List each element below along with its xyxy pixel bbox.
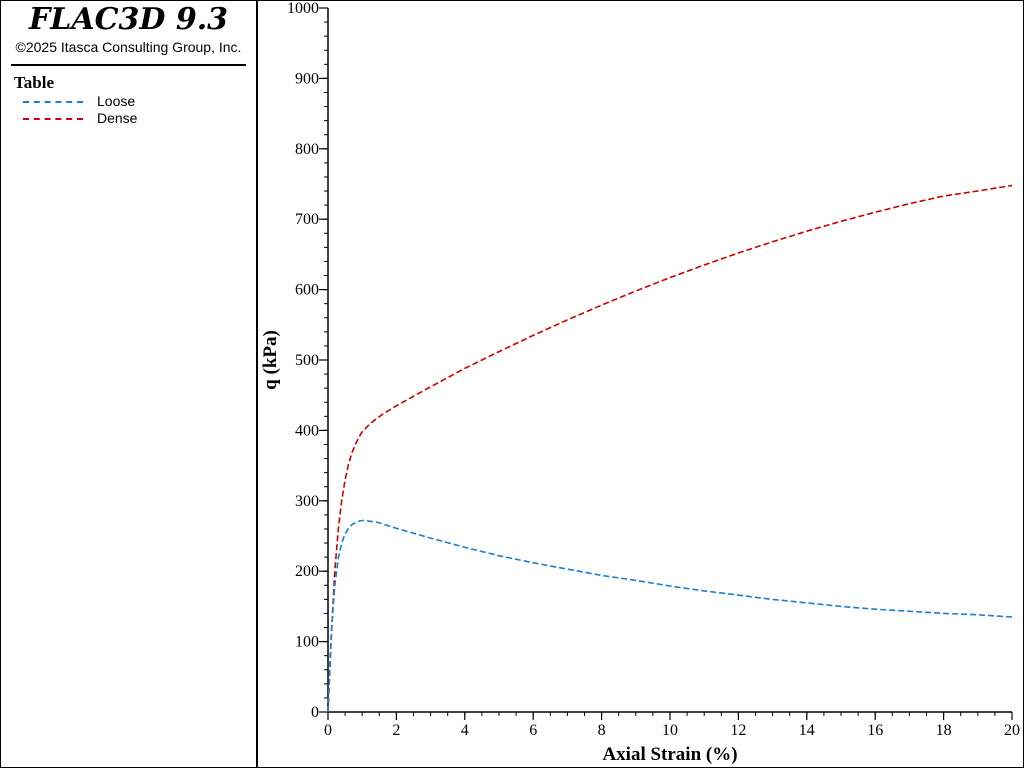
legend-label-dense: Dense [97, 110, 138, 126]
x-tick-label: 14 [799, 722, 815, 739]
x-tick-label: 20 [1004, 722, 1020, 739]
x-tick-label: 4 [461, 722, 469, 739]
legend-panel: FLAC3D 9.3 ©2025 Itasca Consulting Group… [1, 1, 258, 767]
x-axis-title: Axial Strain (%) [602, 744, 737, 765]
legend-item-loose: Loose [23, 93, 243, 110]
copyright-text: ©2025 Itasca Consulting Group, Inc. [15, 39, 242, 55]
y-tick-label: 0 [311, 704, 319, 721]
x-tick-label: 8 [598, 722, 606, 739]
axes: 0 100 200 300 400 500 600 700 800 900 1000 0 2 4 6 8 10 1… [287, 0, 1020, 739]
y-tick-label: 600 [295, 282, 319, 299]
y-axis-title: q (kPa) [260, 330, 281, 390]
legend-swatch-loose [23, 101, 83, 103]
x-tick-label: 18 [936, 722, 952, 739]
y-tick-label: 1000 [287, 0, 319, 17]
legend-label-loose: Loose [97, 93, 136, 109]
x-tick-label: 16 [867, 722, 883, 739]
app-title: FLAC3D 9.3 [28, 2, 229, 37]
x-tick-label: 2 [392, 722, 400, 739]
y-tick-label: 400 [295, 422, 319, 439]
y-tick-label: 500 [295, 352, 319, 369]
x-tick-label: 6 [529, 722, 537, 739]
y-tick-label: 200 [295, 563, 319, 580]
x-tick-label: 10 [662, 722, 678, 739]
series-line-dense [327, 184, 1013, 713]
y-tick-label: 100 [295, 634, 319, 651]
x-tick-label: 0 [324, 722, 332, 739]
y-tick-label: 300 [295, 493, 319, 510]
y-tick-label: 700 [295, 211, 319, 228]
x-tick-label: 12 [730, 722, 746, 739]
sidebar-divider [11, 64, 246, 66]
y-tick-label: 800 [295, 141, 319, 158]
legend-item-dense: Dense [23, 110, 243, 127]
series-line-loose [327, 519, 1013, 713]
y-tick-label: 900 [295, 70, 319, 87]
legend-title: Table [14, 73, 55, 92]
series-layer [327, 184, 1013, 713]
legend-swatch-dense [23, 118, 83, 120]
